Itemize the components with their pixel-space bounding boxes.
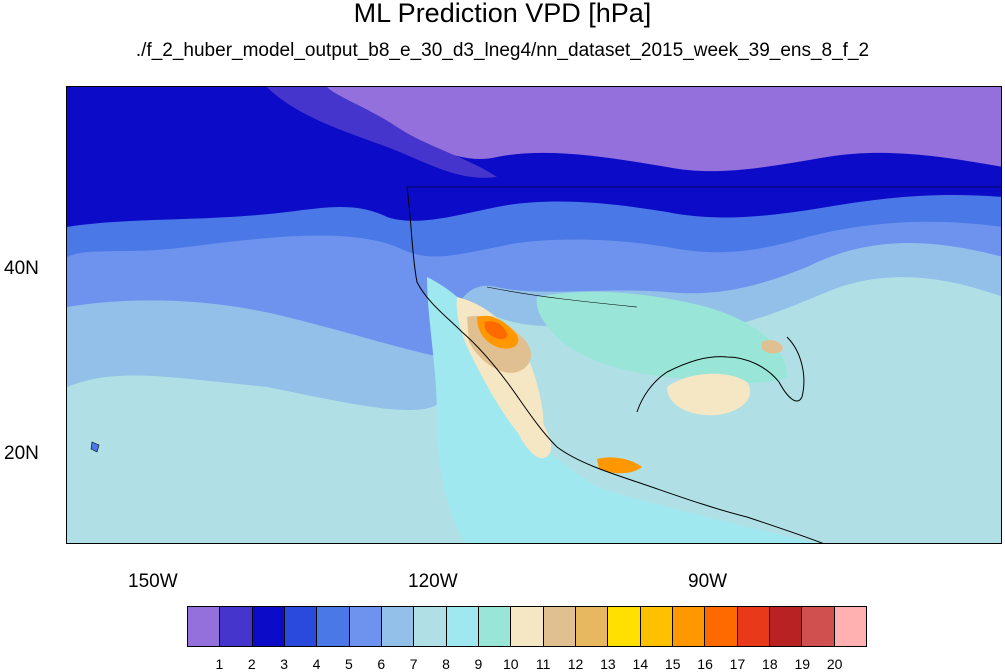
colorbar-label: 20	[826, 656, 843, 672]
colorbar-swatch	[608, 607, 641, 646]
colorbar-swatch	[834, 607, 866, 646]
colorbar-label: 1	[215, 656, 224, 672]
lon-label-150w: 150W	[128, 571, 178, 592]
colorbar-swatch	[802, 607, 835, 646]
map-panel	[66, 86, 1002, 544]
chart-subtitle: ./f_2_huber_model_output_b8_e_30_d3_lneg…	[135, 40, 870, 61]
colorbar-swatch	[640, 607, 673, 646]
lat-label-20n: 20N	[4, 443, 39, 464]
colorbar-swatch	[705, 607, 738, 646]
colorbar-label: 5	[344, 656, 353, 672]
colorbar-swatch	[478, 607, 512, 646]
colorbar-swatch	[769, 607, 803, 646]
colorbar-swatch	[414, 607, 447, 646]
southeast-patch	[762, 339, 783, 354]
lon-label-90w: 90W	[688, 571, 728, 592]
mexico-border	[486, 286, 638, 308]
band-1	[67, 87, 1001, 172]
lat-label-40n: 40N	[4, 258, 39, 279]
colorbar-label: 2	[247, 656, 256, 672]
gulf-patch	[667, 373, 751, 416]
colorbar-label: 16	[697, 656, 713, 672]
west-coastline	[406, 186, 824, 543]
colorbar-swatch	[349, 607, 382, 646]
colorbar-swatch	[381, 607, 415, 646]
chart-title: ML Prediction VPD [hPa]	[353, 0, 652, 28]
colorbar-label: 14	[632, 656, 649, 672]
colorbar-label: 4	[312, 656, 321, 672]
colorbar	[187, 606, 867, 647]
lon-label-120w: 120W	[408, 571, 458, 592]
sw-hotspot-core	[484, 321, 508, 340]
colorbar-label: 13	[600, 656, 616, 672]
colorbar-label: 18	[762, 656, 778, 672]
colorbar-swatch	[220, 607, 253, 646]
colorbar-label: 11	[535, 656, 551, 672]
vpd-map	[67, 87, 1001, 543]
colorbar-label: 6	[377, 656, 386, 672]
colorbar-swatch	[284, 607, 318, 646]
colorbar-swatch	[737, 607, 770, 646]
mexico-field	[427, 277, 818, 543]
colorbar-swatch	[672, 607, 706, 646]
colorbar-label: 3	[280, 656, 289, 672]
colorbar-swatch	[575, 607, 609, 646]
colorbar-swatch	[252, 607, 285, 646]
mexico-hotspot	[597, 457, 642, 474]
colorbar-swatch	[317, 607, 350, 646]
gulf-coastline	[636, 336, 805, 413]
colorbar-swatch	[188, 607, 221, 646]
colorbar-swatch	[543, 607, 576, 646]
colorbar-label: 7	[409, 656, 418, 672]
band-2	[267, 87, 497, 178]
colorbar-label: 10	[503, 656, 519, 672]
colorbar-swatch	[446, 607, 479, 646]
colorbar-label: 19	[794, 656, 811, 672]
colorbar-label: 9	[474, 656, 483, 672]
colorbar-label: 17	[729, 656, 746, 672]
colorbar-label: 12	[567, 656, 584, 672]
colorbar-label: 15	[664, 656, 681, 672]
colorbar-swatch	[511, 607, 544, 646]
colorbar-label: 8	[442, 656, 450, 672]
hawaii	[90, 441, 100, 453]
central-us	[536, 291, 787, 383]
